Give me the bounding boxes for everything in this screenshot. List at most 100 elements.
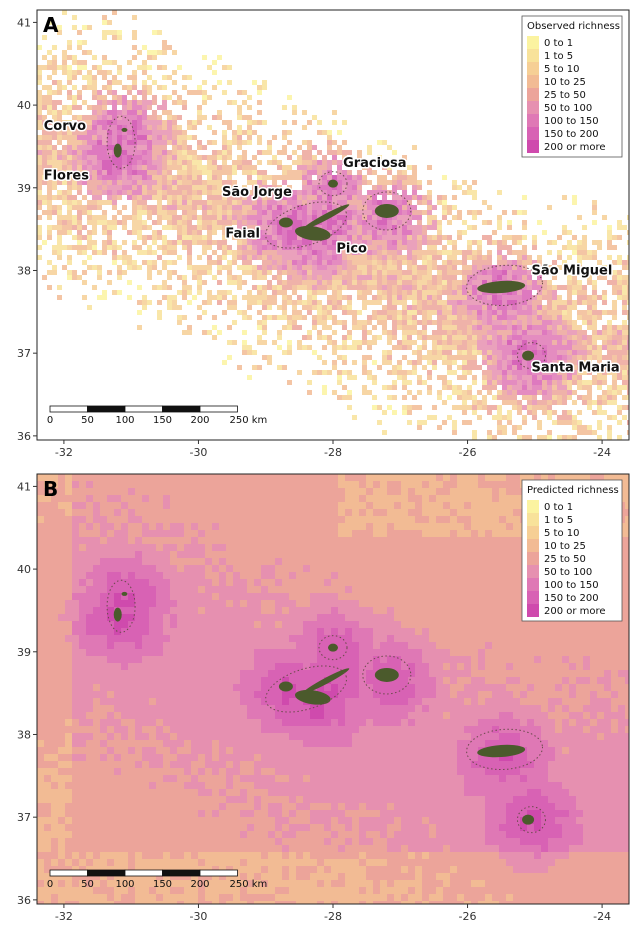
legend-swatch <box>527 101 539 114</box>
island-label: Flores <box>44 169 89 184</box>
legend-swatch <box>527 140 539 153</box>
legend-swatch <box>527 539 539 552</box>
legend-swatch <box>527 591 539 604</box>
y-tick-label: 37 <box>17 347 31 360</box>
island-label: Santa Maria <box>531 360 619 375</box>
x-tick-label: -26 <box>459 446 477 459</box>
legend-label: 25 to 50 <box>544 90 586 101</box>
island-shape <box>328 180 338 188</box>
legend-label: 1 to 5 <box>544 515 573 526</box>
legend-swatch <box>527 578 539 591</box>
legend: Predicted richness 0 to 1 1 to 5 5 to 10 10 … <box>522 480 622 621</box>
legend-swatch <box>527 526 539 539</box>
scale-bar-label: 200 <box>190 879 209 890</box>
island-shape <box>279 682 293 692</box>
legend-label: 100 to 150 <box>544 116 599 127</box>
scale-bar-label: 100 <box>115 415 134 426</box>
island-shape <box>114 144 122 158</box>
island-label: Corvo <box>44 119 86 134</box>
legend-swatch <box>527 88 539 101</box>
x-tick-label: -28 <box>324 910 342 923</box>
y-tick-label: 40 <box>17 99 31 112</box>
island-shape <box>522 815 534 825</box>
island-shape <box>114 608 122 622</box>
legend-label: 10 to 25 <box>544 541 586 552</box>
y-tick-label: 41 <box>17 480 31 493</box>
island-shape <box>121 128 127 132</box>
legend-label: 0 to 1 <box>544 502 573 513</box>
scale-bar-label: 100 <box>115 879 134 890</box>
island-shape <box>121 592 127 596</box>
y-tick-label: 41 <box>17 16 31 29</box>
y-tick-label: 39 <box>17 182 31 195</box>
legend-label: 5 to 10 <box>544 528 579 539</box>
island-label: São Miguel <box>531 264 612 279</box>
x-tick-label: -32 <box>55 910 73 923</box>
legend-label: 200 or more <box>544 606 606 617</box>
legend-swatch <box>527 49 539 62</box>
map-panel-predicted: -32 -30 -28 -26 -24 36 37 38 39 40 41 B Predicted ri… <box>0 464 630 928</box>
scale-bar-label: 200 <box>190 415 209 426</box>
island-shape <box>522 351 534 361</box>
panel-letter: B <box>43 477 58 501</box>
scale-bar-label: 250 km <box>230 879 268 890</box>
legend-label: 50 to 100 <box>544 567 592 578</box>
x-tick-label: -26 <box>459 910 477 923</box>
island-shape <box>328 644 338 652</box>
legend-swatch <box>527 75 539 88</box>
legend-swatch <box>527 565 539 578</box>
legend-label: 25 to 50 <box>544 554 586 565</box>
legend-label: 150 to 200 <box>544 129 599 140</box>
y-tick-label: 36 <box>17 894 31 907</box>
legend-label: 50 to 100 <box>544 103 592 114</box>
y-tick-label: 36 <box>17 430 31 443</box>
island-label: Pico <box>336 241 367 256</box>
island-label: Graciosa <box>343 156 406 171</box>
x-tick-label: -30 <box>189 910 207 923</box>
legend-label: 150 to 200 <box>544 593 599 604</box>
x-tick-label: -30 <box>189 446 207 459</box>
map-panel-observed: Corvo Flores Graciosa São Jorge Faial Pico São… <box>0 0 630 464</box>
legend: Observed richness 0 to 1 1 to 5 5 to 10 10 t… <box>522 16 622 157</box>
map-canvas-predicted: -32 -30 -28 -26 -24 36 37 38 39 40 41 B Predicted ri… <box>0 464 630 928</box>
legend-title: Observed richness <box>527 21 620 32</box>
scale-bar-label: 0 <box>47 879 53 890</box>
y-tick-label: 39 <box>17 646 31 659</box>
scale-bar-label: 250 km <box>230 415 268 426</box>
island-label: São Jorge <box>222 185 292 200</box>
y-tick-label: 38 <box>17 264 31 277</box>
island-shape <box>375 204 399 218</box>
x-tick-label: -28 <box>324 446 342 459</box>
legend-swatch <box>527 604 539 617</box>
scale-bar-label: 50 <box>81 879 94 890</box>
y-tick-label: 37 <box>17 811 31 824</box>
scale-bar-label: 150 <box>153 879 172 890</box>
legend-swatch <box>527 500 539 513</box>
legend-title: Predicted richness <box>527 485 619 496</box>
island-shape <box>375 668 399 682</box>
panel-letter: A <box>43 13 59 37</box>
legend-swatch <box>527 127 539 140</box>
y-tick-label: 40 <box>17 563 31 576</box>
island-label: Faial <box>225 226 260 241</box>
scale-bar-label: 0 <box>47 415 53 426</box>
y-tick-label: 38 <box>17 728 31 741</box>
legend-swatch <box>527 36 539 49</box>
legend-label: 200 or more <box>544 142 606 153</box>
x-tick-label: -24 <box>593 446 611 459</box>
legend-swatch <box>527 513 539 526</box>
x-tick-label: -24 <box>593 910 611 923</box>
map-canvas-observed: Corvo Flores Graciosa São Jorge Faial Pico São… <box>0 0 630 464</box>
legend-label: 1 to 5 <box>544 51 573 62</box>
legend-label: 0 to 1 <box>544 38 573 49</box>
legend-label: 5 to 10 <box>544 64 579 75</box>
x-tick-label: -32 <box>55 446 73 459</box>
scale-bar-label: 150 <box>153 415 172 426</box>
scale-bar-label: 50 <box>81 415 94 426</box>
legend-label: 100 to 150 <box>544 580 599 591</box>
legend-swatch <box>527 62 539 75</box>
legend-swatch <box>527 114 539 127</box>
island-shape <box>279 218 293 228</box>
legend-label: 10 to 25 <box>544 77 586 88</box>
legend-swatch <box>527 552 539 565</box>
